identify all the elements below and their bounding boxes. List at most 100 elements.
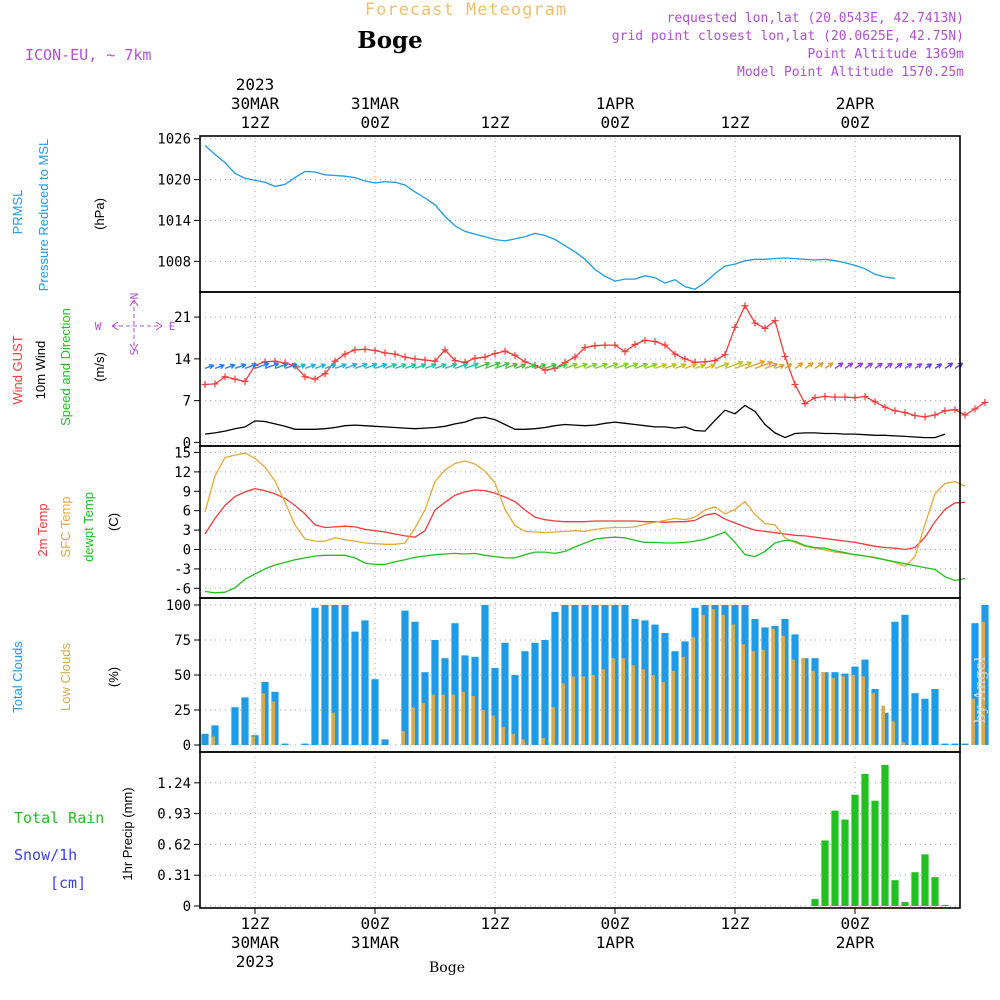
time-tick-label-bottom: 00Z	[601, 914, 630, 933]
wind-direction-arrow	[514, 363, 527, 370]
gust-marker	[221, 373, 229, 381]
pressure-ytick-label: 1020	[157, 173, 191, 189]
total-cloud-bar	[231, 707, 239, 745]
time-tick-label-top: 2APR	[836, 94, 875, 113]
time-tick-label-top: 12Z	[481, 113, 510, 132]
temperature-ytick-label: 12	[174, 465, 191, 481]
wind-direction-arrow	[454, 362, 469, 370]
compass-e: E	[169, 320, 176, 333]
low-cloud-bar	[251, 736, 255, 745]
low-cloud-bar	[761, 649, 765, 745]
wind-direction-arrow	[774, 363, 785, 370]
wind-direction-arrow	[394, 363, 407, 370]
gust-marker	[361, 345, 369, 353]
wind-direction-arrow	[864, 362, 874, 369]
panel-clouds: 0 25 50 75 100	[166, 597, 989, 754]
wind-direction-arrow	[614, 362, 629, 370]
gust-marker	[411, 355, 419, 363]
total-cloud-bar	[531, 642, 539, 745]
gust-marker	[911, 412, 919, 420]
time-tick-label-bottom: 2APR	[836, 933, 875, 952]
gust-marker	[731, 323, 739, 331]
rain-bar	[861, 773, 869, 907]
wind-direction-arrow	[664, 363, 678, 370]
rain-bar	[811, 899, 819, 907]
gust-marker	[491, 349, 499, 357]
low-cloud-bar	[331, 712, 335, 745]
temperature-series-2	[204, 531, 966, 594]
time-tick-label-top: 12Z	[721, 113, 750, 132]
total-cloud-bar	[201, 733, 209, 745]
wind-direction-arrow	[734, 361, 752, 370]
gust-marker	[441, 346, 449, 354]
low-cloud-bar	[431, 694, 435, 745]
total-cloud-bar	[911, 693, 919, 745]
low-cloud-bar	[621, 658, 625, 745]
low-cloud-bar	[561, 683, 565, 745]
model-label: ICON-EU, ~ 7km	[25, 46, 151, 64]
total-cloud-bar	[581, 605, 589, 745]
wind-direction-arrow	[424, 363, 437, 370]
wind-direction-arrow	[714, 362, 730, 370]
wind-direction-arrow	[764, 362, 778, 370]
time-tick-label-top: 00Z	[601, 113, 630, 132]
gust-marker	[381, 349, 389, 357]
time-tick-label-bottom: 12Z	[241, 914, 270, 933]
wind-side-labels: Wind GUST 10m Wind Speed and Direction (…	[10, 293, 175, 426]
total-cloud-bar	[301, 743, 309, 745]
total-cloud-bar	[971, 623, 979, 745]
total-cloud-bar	[431, 640, 439, 745]
gust-marker	[641, 336, 649, 344]
low-cloud-bar	[651, 675, 655, 745]
model-point-altitude: Model Point Altitude 1570.25m	[737, 65, 964, 80]
total-cloud-bar	[481, 605, 489, 745]
low-cloud-bar	[421, 703, 425, 745]
temperature-ytick-label: -3	[174, 562, 191, 578]
low-cloud-bar	[511, 733, 515, 745]
temperature-series-1	[204, 452, 966, 568]
plot-area: 1008101410201026071421-6-303691215025507…	[157, 132, 989, 915]
pressure-frame	[199, 135, 961, 293]
wind-direction-arrow	[574, 362, 588, 370]
wind-direction-arrow	[214, 363, 225, 370]
gust-marker	[611, 341, 619, 349]
wind-ytick-label: 21	[174, 310, 191, 326]
gust-marker	[241, 378, 249, 386]
gust-marker	[751, 319, 759, 327]
wind-direction-arrow	[464, 362, 479, 370]
wind-direction-arrow	[694, 363, 706, 370]
wind-direction-arrow	[794, 362, 804, 369]
time-tick-label-top: 00Z	[841, 113, 870, 132]
snow-label: Snow/1h	[14, 846, 77, 864]
wind-direction-arrow	[314, 363, 327, 370]
low-cloud-bar	[681, 656, 685, 745]
gust-marker	[831, 393, 839, 401]
sfc-temp-label: SFC Temp	[58, 496, 73, 557]
gust-marker	[581, 344, 589, 352]
low-cloud-bar	[591, 675, 595, 745]
gust-marker	[661, 341, 669, 349]
wind-direction-arrow	[434, 363, 447, 370]
wind-direction-arrow	[744, 360, 766, 370]
gust-marker	[621, 348, 629, 356]
wind-direction-arrow	[354, 362, 368, 370]
low-cloud-bar	[491, 715, 495, 745]
gust-marker	[781, 352, 789, 360]
total-cloud-bar	[331, 605, 339, 745]
gust-marker	[681, 355, 689, 363]
low-cloud-bar	[671, 670, 675, 745]
wind-direction-arrow	[644, 362, 658, 370]
rain-bar	[871, 800, 879, 907]
panel-precip: 0 0.31 0.62 0.93 1.24	[157, 751, 961, 915]
gust-marker	[301, 373, 309, 381]
gust-marker	[861, 392, 869, 400]
wind-direction-arrow	[224, 363, 236, 370]
wind-direction-arrow	[564, 362, 578, 370]
low-cloud-bar	[401, 731, 405, 745]
low-cloud-bar	[581, 676, 585, 745]
panel-temperature: -6 -3 0 3 6 9 12 15	[174, 445, 966, 599]
total-cloud-bar	[891, 621, 899, 745]
wind-direction-arrow	[904, 362, 913, 369]
wind-direction-arrow	[944, 362, 954, 369]
